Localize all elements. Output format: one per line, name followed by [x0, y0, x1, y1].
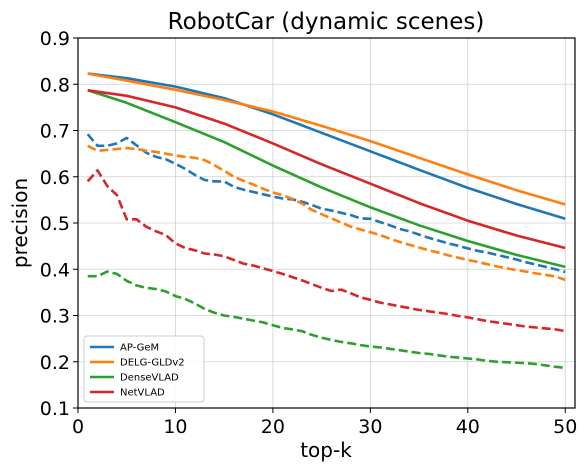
x-tick-label: 0	[72, 416, 84, 438]
legend-label: DELG-GLDv2	[120, 358, 185, 369]
series-lines	[86, 72, 566, 370]
series-line-delg-gldv2-dashed	[87, 144, 566, 282]
series-line-netvlad-solid	[87, 89, 566, 250]
x-tick-label: 10	[163, 416, 187, 438]
y-tick-label: 0.8	[40, 74, 70, 96]
y-tick-label: 0.3	[40, 306, 70, 328]
y-tick-label: 0.6	[40, 167, 70, 189]
grid-lines	[77, 37, 575, 409]
series-line-densevlad-solid	[87, 89, 566, 269]
legend-label: AP-GeM	[120, 343, 159, 354]
series-line-densevlad-dashed	[87, 270, 566, 370]
y-tick-label: 0.5	[40, 213, 70, 235]
y-tick-label: 0.7	[40, 121, 70, 143]
axis-ticks: 0 10 20 30 40 50 0.1 0.2 0.3 0.4 0.5 0.6 0.7 0.8 0.9	[40, 28, 578, 438]
y-tick-label: 0.1	[40, 398, 70, 420]
legend: AP-GeM DELG-GLDv2 DenseVLAD NetVLAD	[83, 335, 205, 403]
series-line-ap-gem-solid	[87, 72, 566, 221]
series-line-delg-gldv2-solid	[87, 72, 566, 206]
legend-label: NetVLAD	[120, 388, 165, 399]
x-axis-label: top-k	[300, 438, 352, 462]
x-tick-label: 30	[358, 416, 382, 438]
y-tick-label: 0.2	[40, 352, 70, 374]
x-tick-label: 40	[456, 416, 480, 438]
y-tick-label: 0.4	[40, 259, 70, 281]
legend-label: DenseVLAD	[120, 373, 179, 384]
series-line-ap-gem-dashed	[86, 133, 566, 274]
series-line-netvlad-dashed	[86, 169, 566, 333]
legend-box	[83, 335, 205, 403]
y-tick-label: 0.9	[40, 28, 70, 50]
x-tick-label: 50	[553, 416, 577, 438]
chart-title: RobotCar (dynamic scenes)	[168, 9, 485, 35]
x-tick-label: 20	[261, 416, 285, 438]
y-axis-label: precision	[8, 178, 32, 268]
